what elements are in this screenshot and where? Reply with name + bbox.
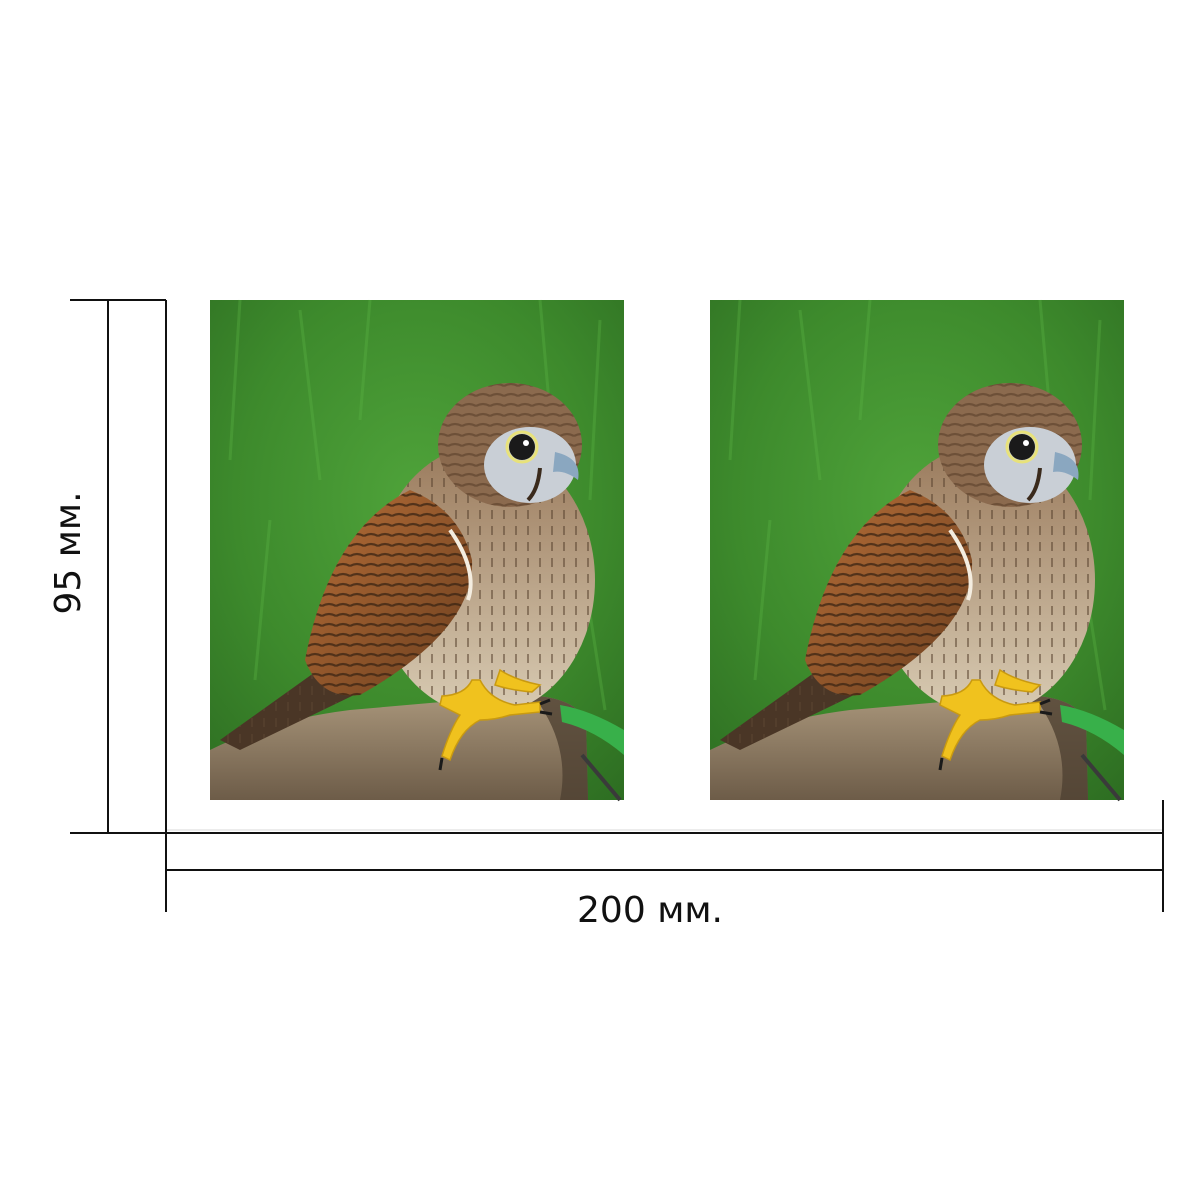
kestrel-photo-right: [708, 298, 1126, 802]
width-label: 200 мм.: [577, 890, 723, 931]
height-dimension: 95 мм.: [48, 299, 167, 834]
height-label: 95 мм.: [48, 491, 89, 614]
kestrel-photo-left: [208, 298, 626, 802]
width-dimension: 200 мм.: [165, 800, 1164, 931]
